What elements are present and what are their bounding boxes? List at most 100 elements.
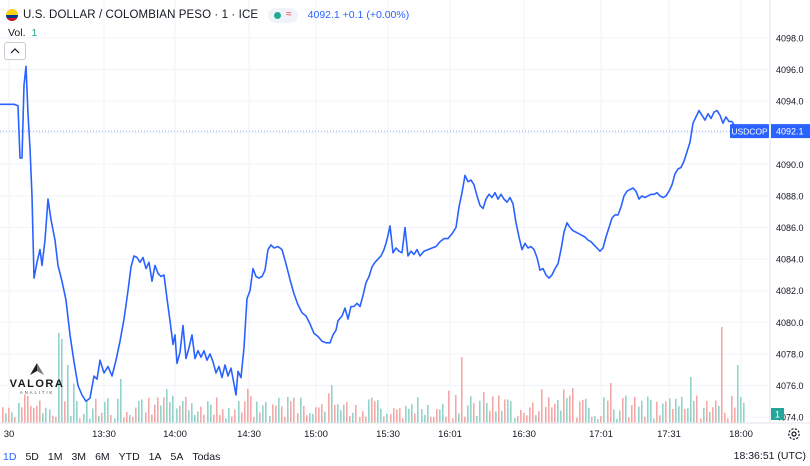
volume-bar [576,417,578,423]
volume-bar [479,400,481,423]
volume-bar [647,396,649,423]
volume-bar [588,407,590,423]
volume-bar [476,415,478,423]
volume-bar [18,402,20,423]
volume-legend: Vol. 1 [8,27,37,39]
volume-bar [30,405,32,423]
volume-bar [297,413,299,423]
timeframe-button-6m[interactable]: 6M [95,451,110,463]
y-tick-label: 4090.0 [776,160,804,170]
volume-bar [76,401,78,423]
volume-bar [501,410,503,423]
volume-bar [73,383,75,423]
volume-bar [123,417,125,423]
timeframe-button-5a[interactable]: 5A [170,451,184,463]
price-series [0,65,745,403]
volume-bar [27,396,29,423]
collapse-legend-button[interactable] [4,42,26,60]
volume-bar [365,416,367,423]
volume-bar [8,407,10,423]
volume-bar [166,389,168,423]
volume-bar [172,395,174,423]
volume-bar [197,411,199,423]
volume-bar [148,397,150,423]
volume-bar [712,407,714,423]
volume-bar [52,415,54,423]
volume-bar [696,395,698,423]
volume-bar [650,399,652,423]
volume-bar [557,400,559,423]
x-tick-label: 14:30 [237,429,261,440]
volume-bar [662,403,664,423]
timeframe-button-todas[interactable]: Todas [192,451,221,463]
volume-bar [433,416,435,423]
timeframe-button-1d[interactable]: 1D [3,451,17,463]
volume-bar [222,409,224,423]
settings-gear-icon[interactable] [786,426,802,442]
volume-bar [210,404,212,423]
volume-value: 1 [31,27,38,39]
x-tick-label: 15:00 [304,429,328,440]
timeframe-button-1a[interactable]: 1A [148,451,162,463]
timeframe-button-3m[interactable]: 3M [71,451,87,463]
y-tick-label: 4096.0 [776,65,804,75]
timeframe-button-ytd[interactable]: YTD [118,451,140,463]
volume-bar [340,410,342,423]
volume-bar [600,416,602,423]
volume-bar [362,411,364,423]
market-status-badge[interactable]: ≈ [268,7,298,23]
volume-bar [681,396,683,423]
valora-logo: VALORA ANALITIK [6,362,68,395]
volume-bar [396,409,398,423]
volume-bar [579,401,581,423]
volume-bar [594,415,596,423]
volume-bar [371,397,373,423]
volume-bar [448,390,450,423]
volume-bar [411,404,413,423]
volume-bar [265,402,267,423]
volume-bar [83,413,85,423]
volume-bar [566,398,568,423]
x-tick-label: 15:30 [376,429,400,440]
volume-bar [290,401,292,423]
volume-label: Vol. [8,27,26,39]
volume-bar [455,395,457,423]
logo-subtitle: ANALITIK [19,390,55,395]
volume-bar [216,397,218,423]
volume-bar [328,393,330,423]
volume-bar [526,415,528,423]
volume-bar [21,407,23,423]
volume-bar [743,402,745,423]
y-tick-label: 4086.0 [776,223,804,233]
x-tick-label: 30 [4,429,15,440]
volume-bar [278,397,280,423]
volume-bar [427,404,429,423]
volume-bar [349,416,351,423]
wave-icon: ≈ [286,9,292,20]
volume-bar [597,418,599,423]
volume-bar [337,404,339,423]
volume-bar [563,389,565,423]
timeframe-button-5d[interactable]: 5D [25,451,39,463]
volume-bar [424,414,426,423]
volume-bar [61,339,63,423]
volume-bar [672,408,674,423]
volume-bar [641,400,643,423]
volume-bar [241,412,243,423]
volume-bar [191,403,193,423]
volume-bar [498,395,500,423]
volume-bar [613,409,615,423]
volume-bar [684,408,686,423]
chart-axes: 4098.04096.04094.04092.04090.04088.04086… [0,0,810,440]
volume-bar [687,408,689,423]
volume-bar [104,402,106,423]
y-tick-label: 4076.0 [776,381,804,391]
volume-bar [690,377,692,423]
y-tick-label: 4078.0 [776,349,804,359]
volume-bar [603,397,605,423]
timeframe-button-1m[interactable]: 1M [47,451,63,463]
volume-bar [36,405,38,423]
volume-bar [92,408,94,423]
y-tick-label: 4082.0 [776,286,804,296]
